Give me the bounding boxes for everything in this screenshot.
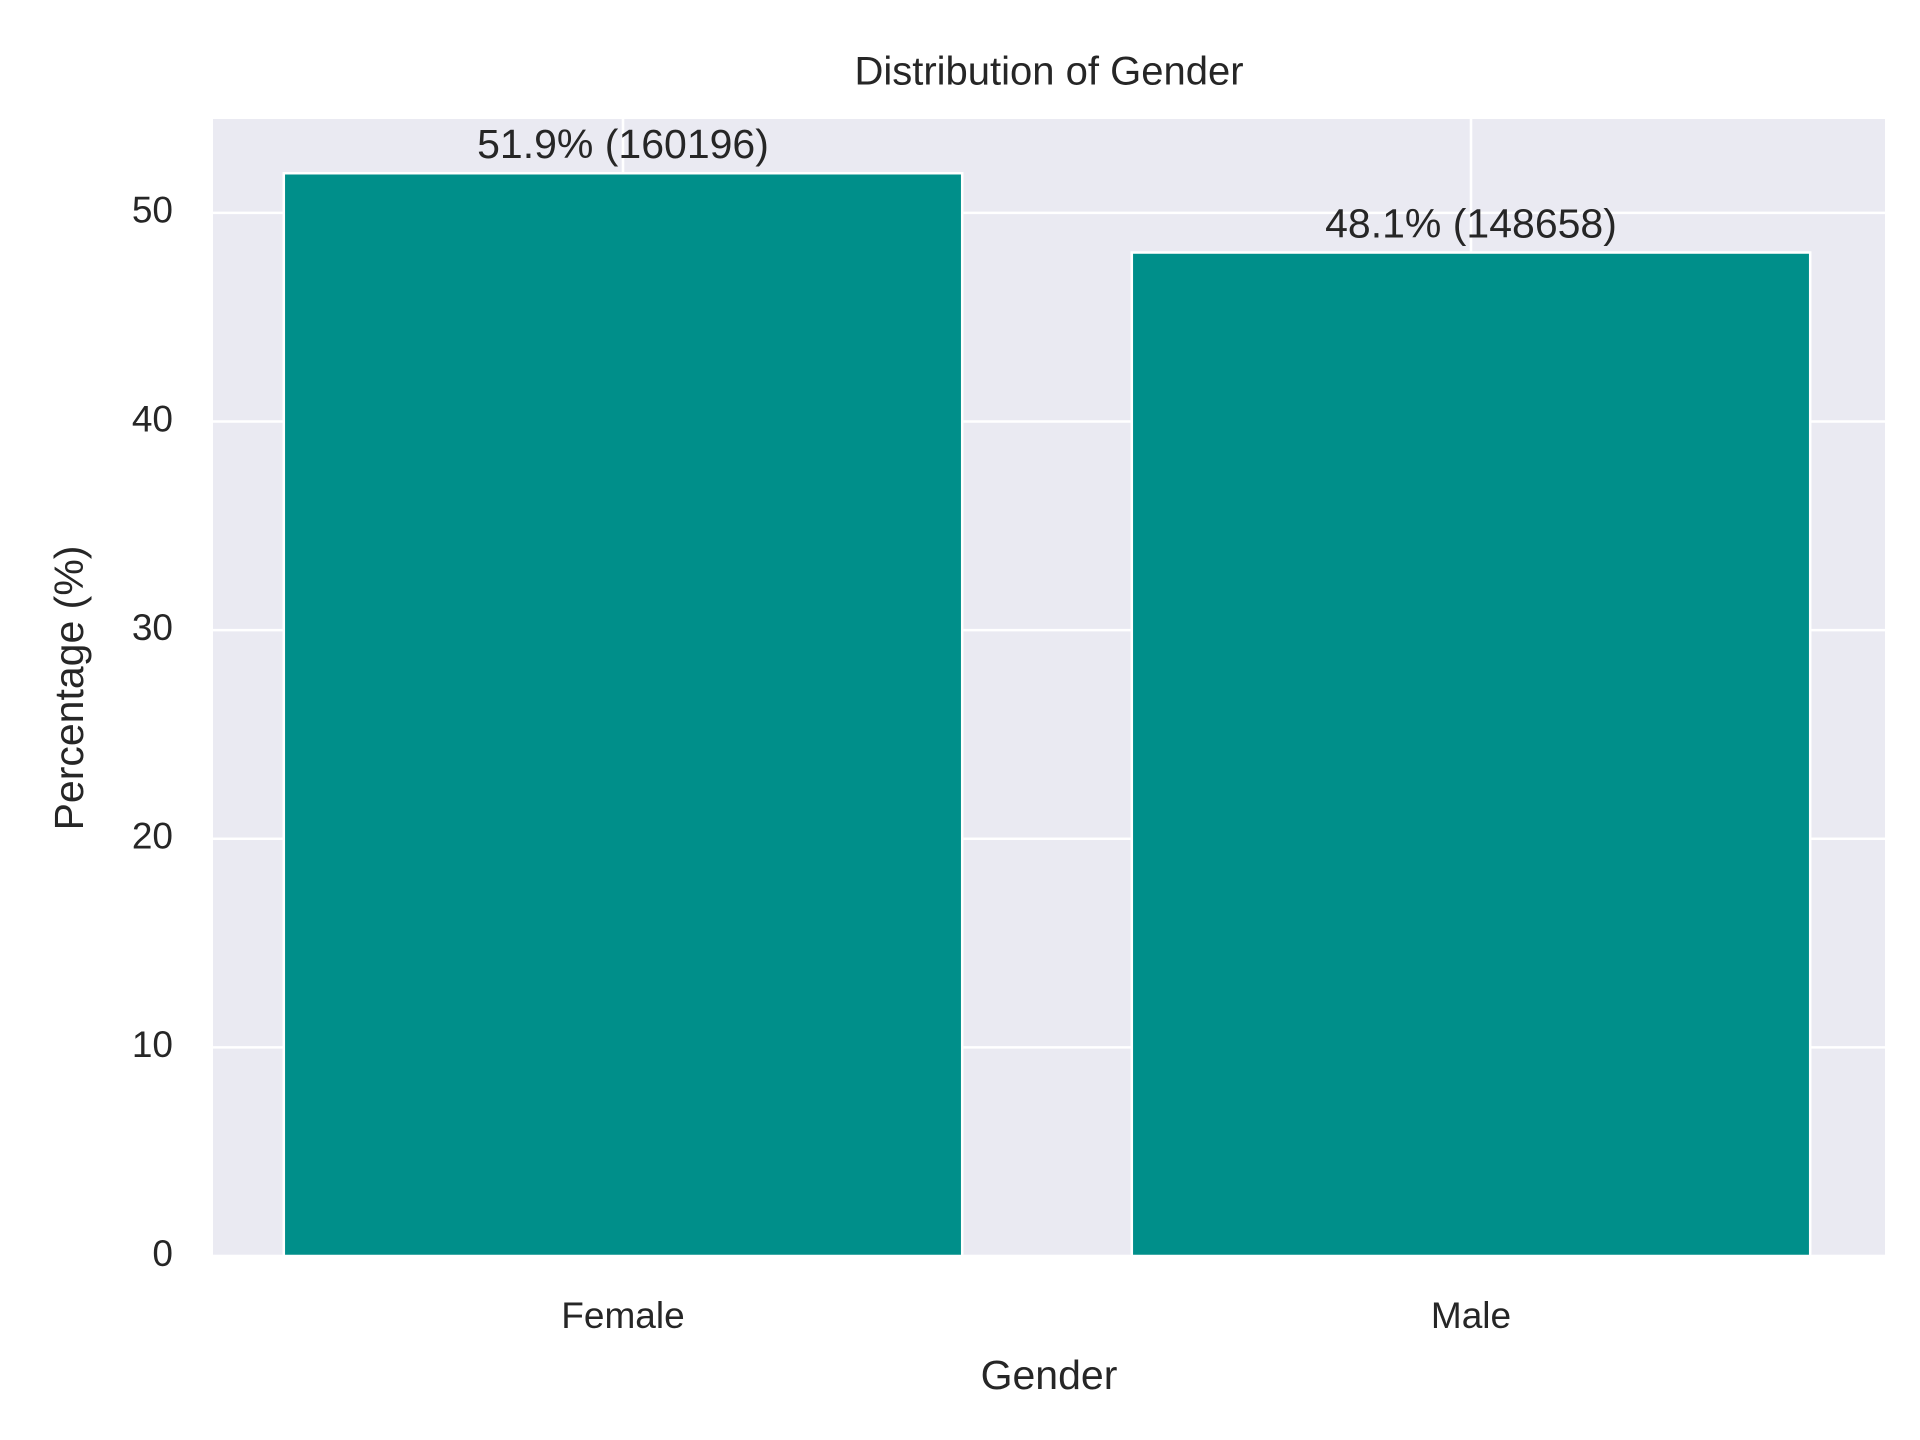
y-tick-label: 40	[132, 398, 173, 439]
y-axis-label: Percentage (%)	[46, 546, 92, 831]
bar	[282, 171, 964, 1258]
y-tick-label: 30	[132, 607, 173, 648]
x-tick-label: Male	[1431, 1295, 1511, 1336]
y-tick-label: 20	[132, 816, 173, 857]
value-label: 51.9% (160196)	[477, 121, 769, 167]
y-tick-label: 10	[132, 1024, 173, 1065]
bar	[1130, 251, 1812, 1258]
y-tick-label: 50	[132, 190, 173, 231]
x-axis-label: Gender	[981, 1352, 1118, 1398]
value-label: 48.1% (148658)	[1325, 200, 1617, 246]
chart-title: Distribution of Gender	[854, 50, 1243, 94]
y-tick-label: 0	[152, 1233, 173, 1274]
x-tick-label: Female	[561, 1295, 684, 1336]
